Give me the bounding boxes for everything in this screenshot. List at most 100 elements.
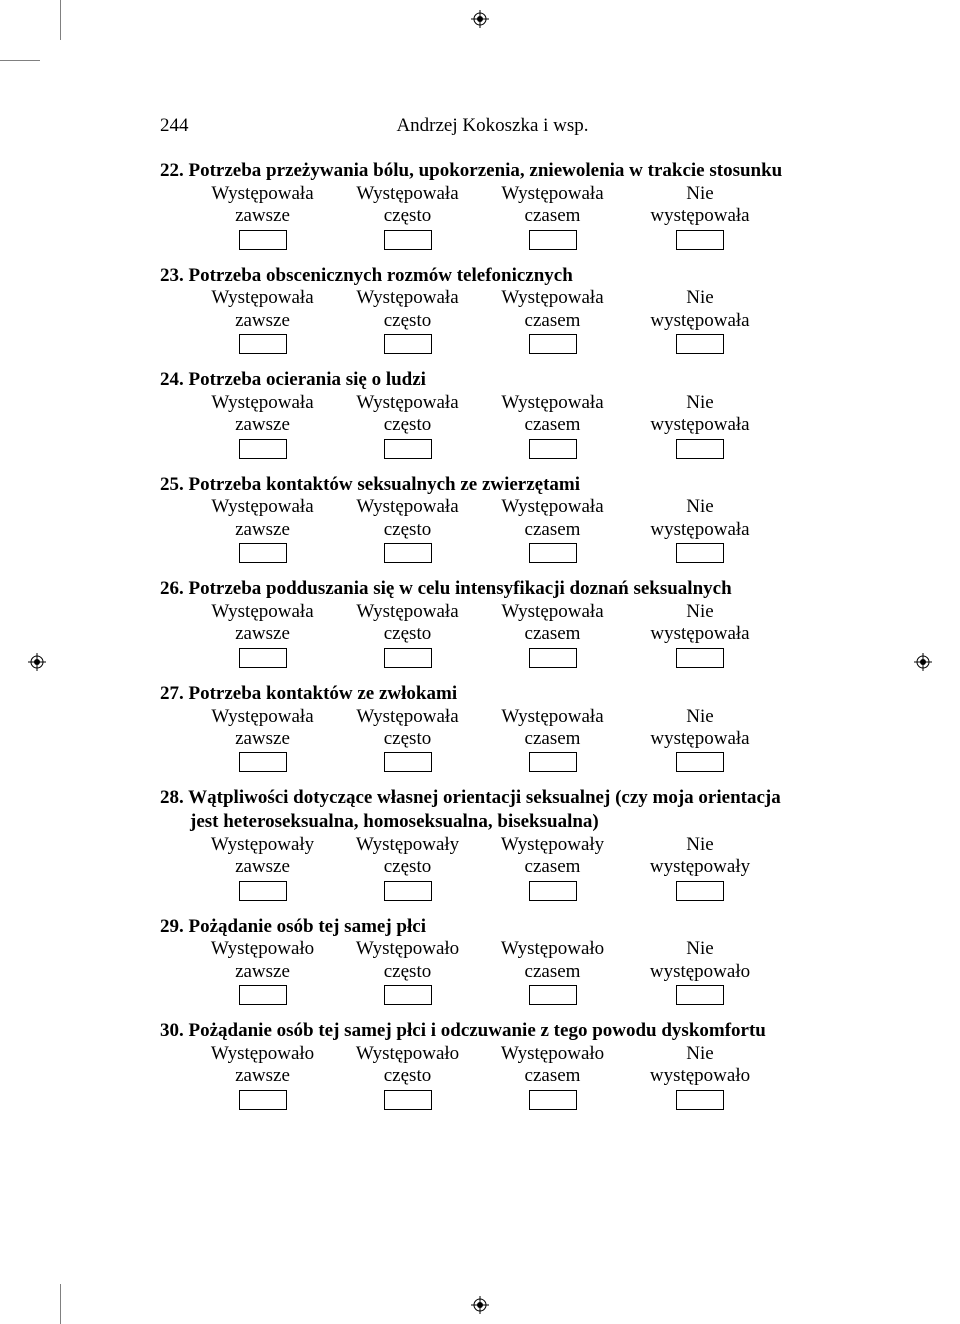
option-label-line1: Występowała: [211, 183, 313, 205]
option-label-line1: Występowała: [356, 392, 458, 414]
option-label-line2: zawsze: [235, 1065, 290, 1087]
option-label-line2: zawsze: [235, 205, 290, 227]
option-label-line2: występowała: [650, 310, 749, 332]
option-checkbox[interactable]: [529, 230, 577, 250]
question-title: 29. Pożądanie osób tej samej płci: [160, 915, 825, 939]
option-checkbox[interactable]: [529, 1090, 577, 1110]
option-checkbox[interactable]: [676, 881, 724, 901]
option-column: Występowałazawsze: [190, 601, 335, 668]
option-checkbox[interactable]: [384, 230, 432, 250]
option-label-line2: występowało: [650, 1065, 750, 1087]
option-column: Występowałaczęsto: [335, 183, 480, 250]
option-checkbox[interactable]: [676, 1090, 724, 1110]
option-label-line2: często: [384, 310, 431, 332]
options-row: WystępowałazawszeWystępowałaczęstoWystęp…: [160, 287, 825, 354]
option-label-line1: Występowało: [356, 938, 459, 960]
question-title: 25. Potrzeba kontaktów seksualnych ze zw…: [160, 473, 825, 497]
option-checkbox[interactable]: [384, 543, 432, 563]
option-column: Występowałoczasem: [480, 1043, 625, 1110]
option-checkbox[interactable]: [529, 752, 577, 772]
option-column: Występowałaczasem: [480, 601, 625, 668]
question-item: 25. Potrzeba kontaktów seksualnych ze zw…: [160, 473, 825, 564]
option-column: Występowałaczasem: [480, 706, 625, 773]
option-label-line1: Występowała: [356, 601, 458, 623]
option-column: Niewystępowało: [625, 938, 775, 1005]
option-checkbox[interactable]: [529, 334, 577, 354]
page-number: 244: [160, 115, 210, 137]
option-label-line1: Nie: [686, 496, 713, 518]
option-column: Występowałazawsze: [190, 392, 335, 459]
option-column: Występowałozawsze: [190, 1043, 335, 1110]
option-column: Występowałyczasem: [480, 834, 625, 901]
option-checkbox[interactable]: [239, 881, 287, 901]
option-checkbox[interactable]: [239, 985, 287, 1005]
option-checkbox[interactable]: [529, 543, 577, 563]
option-label-line2: czasem: [525, 1065, 581, 1087]
option-checkbox[interactable]: [239, 1090, 287, 1110]
option-column: Występowałaczasem: [480, 183, 625, 250]
question-title-line2: jest heteroseksualna, homoseksualna, bis…: [160, 810, 825, 834]
question-title: 27. Potrzeba kontaktów ze zwłokami: [160, 682, 825, 706]
option-label-line2: czasem: [525, 414, 581, 436]
option-label-line2: często: [384, 961, 431, 983]
options-row: WystępowałazawszeWystępowałaczęstoWystęp…: [160, 706, 825, 773]
option-checkbox[interactable]: [239, 543, 287, 563]
option-checkbox[interactable]: [676, 543, 724, 563]
option-label-line2: zawsze: [235, 623, 290, 645]
option-label-line1: Występowała: [501, 287, 603, 309]
question-item: 26. Potrzeba podduszania się w celu inte…: [160, 577, 825, 668]
option-label-line2: zawsze: [235, 310, 290, 332]
option-label-line2: zawsze: [235, 519, 290, 541]
registration-mark-icon: [471, 10, 489, 28]
option-column: Występowałyzawsze: [190, 834, 335, 901]
option-label-line2: występowały: [650, 856, 750, 878]
option-checkbox[interactable]: [384, 1090, 432, 1110]
option-label-line2: zawsze: [235, 961, 290, 983]
option-label-line1: Występowało: [501, 1043, 604, 1065]
option-label-line2: występowała: [650, 519, 749, 541]
option-checkbox[interactable]: [239, 334, 287, 354]
page: 244 Andrzej Kokoszka i wsp. 22. Potrzeba…: [0, 0, 960, 1324]
option-checkbox[interactable]: [676, 439, 724, 459]
option-checkbox[interactable]: [384, 334, 432, 354]
option-label-line1: Nie: [686, 601, 713, 623]
option-label-line2: często: [384, 205, 431, 227]
option-checkbox[interactable]: [384, 648, 432, 668]
option-column: Występowałaczęsto: [335, 706, 480, 773]
question-item: 30. Pożądanie osób tej samej płci i odcz…: [160, 1019, 825, 1110]
option-column: Niewystępowały: [625, 834, 775, 901]
registration-mark-icon: [471, 1296, 489, 1314]
option-column: Występowałazawsze: [190, 287, 335, 354]
options-row: WystępowałazawszeWystępowałaczęstoWystęp…: [160, 392, 825, 459]
option-checkbox[interactable]: [676, 985, 724, 1005]
option-column: Występowałaczęsto: [335, 601, 480, 668]
option-label-line1: Występowało: [211, 1043, 314, 1065]
option-checkbox[interactable]: [529, 985, 577, 1005]
option-label-line1: Występowała: [356, 287, 458, 309]
option-label-line1: Występowało: [501, 938, 604, 960]
option-column: Niewystępowała: [625, 392, 775, 459]
option-label-line2: często: [384, 856, 431, 878]
option-checkbox[interactable]: [676, 752, 724, 772]
option-checkbox[interactable]: [529, 881, 577, 901]
option-checkbox[interactable]: [529, 648, 577, 668]
option-checkbox[interactable]: [384, 752, 432, 772]
option-label-line2: zawsze: [235, 856, 290, 878]
option-column: Niewystępowała: [625, 601, 775, 668]
question-item: 29. Pożądanie osób tej samej płciWystępo…: [160, 915, 825, 1006]
option-checkbox[interactable]: [239, 439, 287, 459]
option-checkbox[interactable]: [239, 648, 287, 668]
options-row: WystępowałozawszeWystępowałoczęstoWystęp…: [160, 938, 825, 1005]
option-checkbox[interactable]: [384, 985, 432, 1005]
option-checkbox[interactable]: [239, 752, 287, 772]
option-checkbox[interactable]: [676, 230, 724, 250]
option-label-line2: czasem: [525, 205, 581, 227]
question-title: 22. Potrzeba przeżywania bólu, upokorzen…: [160, 159, 825, 183]
option-column: Występowałoczęsto: [335, 938, 480, 1005]
option-checkbox[interactable]: [239, 230, 287, 250]
option-checkbox[interactable]: [676, 648, 724, 668]
option-checkbox[interactable]: [384, 439, 432, 459]
option-checkbox[interactable]: [676, 334, 724, 354]
option-checkbox[interactable]: [384, 881, 432, 901]
option-checkbox[interactable]: [529, 439, 577, 459]
